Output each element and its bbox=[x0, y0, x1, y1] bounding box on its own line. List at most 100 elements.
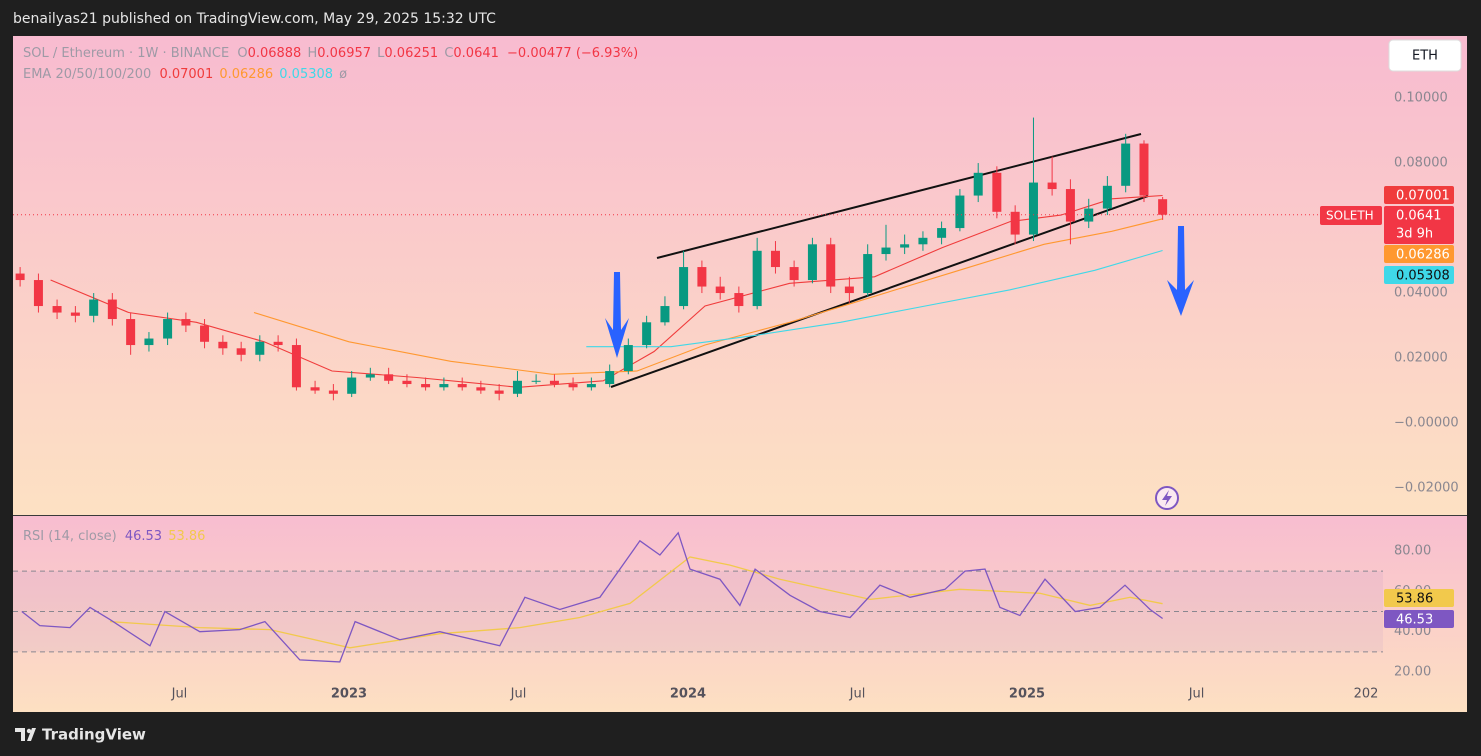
candle-body bbox=[439, 384, 449, 388]
candle-body bbox=[457, 384, 467, 388]
candle-body bbox=[512, 380, 522, 394]
candle-body bbox=[863, 254, 873, 294]
candle-body bbox=[789, 267, 799, 281]
candle-body bbox=[1065, 189, 1075, 222]
axis-layer: 0.10000 0.08000 0.04000 0.02000 −0.00000 −0.0… bbox=[171, 91, 1459, 702]
candle-body bbox=[549, 380, 559, 385]
ema-value: ø bbox=[339, 67, 347, 82]
rsi-legend: RSI (14, close) 46.53 53.86 bbox=[23, 529, 205, 544]
ohlc-letter: O bbox=[237, 46, 247, 61]
rsi-title: RSI (14, close) bbox=[23, 529, 117, 544]
candle-body bbox=[1158, 199, 1168, 215]
y-tick-label: 80.00 bbox=[1394, 543, 1431, 558]
candle-body bbox=[1047, 182, 1057, 190]
candle-body bbox=[52, 306, 62, 313]
rsi-ma-axis-label-box bbox=[1384, 589, 1454, 607]
rsi-layer bbox=[13, 531, 1383, 663]
ema-line bbox=[50, 194, 1163, 388]
arrow-down bbox=[1167, 226, 1194, 316]
candle-body bbox=[642, 322, 652, 346]
candle-body bbox=[734, 293, 744, 307]
currency-button[interactable] bbox=[1388, 39, 1462, 72]
symbol-label: SOLETH bbox=[1326, 209, 1374, 223]
candle-body bbox=[531, 380, 541, 382]
y-tick-label: −0.02000 bbox=[1394, 481, 1459, 496]
candle-body bbox=[476, 387, 486, 391]
byline: benailyas21 published on TradingView.com… bbox=[13, 11, 496, 27]
candle-body bbox=[697, 267, 707, 287]
arrow-down bbox=[605, 272, 629, 358]
candle-body bbox=[33, 280, 43, 307]
ema-line bbox=[253, 218, 1163, 375]
candle-body bbox=[126, 319, 136, 346]
candle-body bbox=[365, 374, 375, 378]
price-legend: SOL / Ethereum · 1W · BINANCE O0.06888 H… bbox=[23, 46, 638, 61]
ema-value: 0.06286 bbox=[219, 67, 273, 82]
candle-body bbox=[218, 341, 228, 349]
x-tick-label: Jul bbox=[171, 687, 188, 702]
candle-body bbox=[992, 172, 1002, 212]
countdown-label: 3d 9h bbox=[1396, 227, 1433, 242]
candle-body bbox=[568, 384, 578, 388]
rsi-value: 46.53 bbox=[125, 529, 162, 544]
trendline-lower bbox=[610, 195, 1149, 388]
ema-line bbox=[586, 249, 1163, 348]
candle-body bbox=[881, 247, 891, 255]
candle-body bbox=[1121, 143, 1131, 186]
rsi-pane bbox=[13, 516, 1467, 712]
candle-body bbox=[660, 306, 670, 323]
ema-axis-label-box bbox=[1384, 245, 1454, 263]
price-box bbox=[1384, 206, 1454, 244]
candle-body bbox=[973, 172, 983, 196]
candle-body bbox=[200, 325, 210, 342]
ema-axis-label: 0.05308 bbox=[1396, 269, 1450, 284]
open-value: 0.06888 bbox=[248, 46, 302, 61]
candle-body bbox=[494, 390, 504, 394]
candle-body bbox=[70, 312, 80, 316]
ema-axis-label-box bbox=[1384, 266, 1454, 284]
rsi-ma-value: 53.86 bbox=[168, 529, 205, 544]
close-value: 0.0641 bbox=[453, 46, 499, 61]
candle-body bbox=[826, 244, 836, 287]
candle-body bbox=[347, 377, 357, 394]
low-value: 0.06251 bbox=[384, 46, 438, 61]
rsi-line bbox=[21, 531, 1163, 663]
y-tick-label: −0.00000 bbox=[1394, 416, 1459, 431]
candle-body bbox=[107, 299, 117, 320]
x-tick-label: Jul bbox=[1188, 687, 1205, 702]
x-tick-label: 2025 bbox=[1009, 687, 1045, 702]
rsi-ma-axis-label: 53.86 bbox=[1396, 592, 1433, 607]
candle-body bbox=[15, 273, 25, 281]
candle-body bbox=[752, 250, 762, 307]
candle-body bbox=[623, 345, 633, 372]
candle-body bbox=[900, 244, 910, 248]
ema-value: 0.07001 bbox=[159, 67, 213, 82]
ohlc-letter: H bbox=[307, 46, 317, 61]
y-tick-label: 20.00 bbox=[1394, 665, 1431, 680]
brand-name: TradingView bbox=[42, 726, 146, 744]
candle-body bbox=[955, 195, 965, 229]
price-axis-label: 0.0641 bbox=[1396, 209, 1442, 224]
candle-body bbox=[679, 267, 689, 307]
candle-body bbox=[163, 319, 173, 339]
brand-logo-dot bbox=[26, 728, 32, 734]
candle-body bbox=[844, 286, 854, 294]
candle-body bbox=[144, 338, 154, 346]
candle-body bbox=[181, 319, 191, 326]
candle-body bbox=[807, 244, 817, 281]
candle-body bbox=[715, 286, 725, 294]
candle-body bbox=[384, 374, 394, 381]
candle-body bbox=[1139, 143, 1149, 196]
symbol-title: SOL / Ethereum · 1W · BINANCE bbox=[23, 46, 229, 61]
candle-body bbox=[328, 390, 338, 394]
currency-button-label[interactable]: ETH bbox=[1412, 49, 1438, 64]
candle-body bbox=[310, 387, 320, 391]
rsi-axis-label: 46.53 bbox=[1396, 613, 1433, 628]
y-tick-label: 0.10000 bbox=[1394, 91, 1448, 106]
candle-body bbox=[605, 371, 615, 385]
candle-body bbox=[273, 341, 283, 346]
ema-axis-label: 0.07001 bbox=[1396, 189, 1450, 204]
ema-axis-label: 0.06286 bbox=[1396, 248, 1450, 263]
x-tick-label: Jul bbox=[510, 687, 527, 702]
price-layer bbox=[13, 117, 1320, 401]
